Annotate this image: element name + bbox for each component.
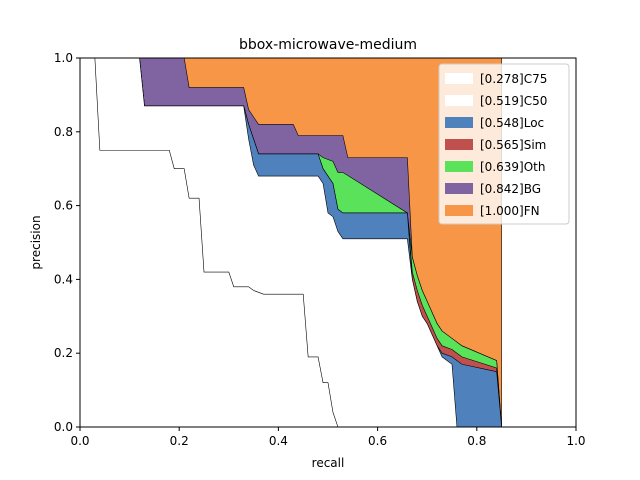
x-tick-label: 0.0: [70, 434, 89, 448]
chart-title: bbox-microwave-medium: [239, 37, 417, 53]
area-c75: [79, 57, 576, 428]
legend-label-c75: [0.278]C75: [480, 72, 547, 86]
legend-swatch-c50: [445, 95, 473, 106]
y-axis: 0.0 0.2 0.4 0.6 0.8 1.0: [54, 51, 80, 434]
x-axis-label: recall: [312, 456, 345, 470]
legend-label-fn: [1.000]FN: [480, 204, 540, 218]
legend-label-bg: [0.842]BG: [480, 182, 541, 196]
y-tick-label: 0.4: [54, 272, 73, 286]
y-tick-label: 0.8: [54, 125, 73, 139]
legend-swatch-bg: [445, 183, 473, 194]
legend-swatch-loc: [445, 117, 473, 128]
y-tick-label: 0.0: [54, 420, 73, 434]
y-tick-label: 0.6: [54, 199, 73, 213]
legend-swatch-fn: [445, 205, 473, 216]
legend-swatch-oth: [445, 161, 473, 172]
y-tick-label: 1.0: [54, 51, 73, 65]
x-tick-label: 0.2: [170, 434, 189, 448]
y-tick-label: 0.2: [54, 346, 73, 360]
x-tick-label: 0.6: [368, 434, 387, 448]
legend-label-sim: [0.565]Sim: [480, 138, 546, 152]
legend-label-loc: [0.548]Loc: [480, 116, 544, 130]
x-axis: 0.0 0.2 0.4 0.6 0.8 1.0: [70, 427, 586, 448]
legend-swatch-c75: [445, 73, 473, 84]
x-tick-label: 0.4: [269, 434, 288, 448]
plot-frame: [79, 57, 577, 428]
legend-label-c50: [0.519]C50: [480, 94, 547, 108]
legend-swatch-sim: [445, 139, 473, 150]
x-tick-label: 0.8: [467, 434, 486, 448]
legend: [0.278]C75 [0.519]C50 [0.548]Loc [0.565]Sim…: [438, 63, 570, 225]
x-tick-label: 1.0: [566, 434, 585, 448]
legend-label-oth: [0.639]Oth: [480, 160, 545, 174]
y-axis-label: precision: [29, 215, 43, 269]
